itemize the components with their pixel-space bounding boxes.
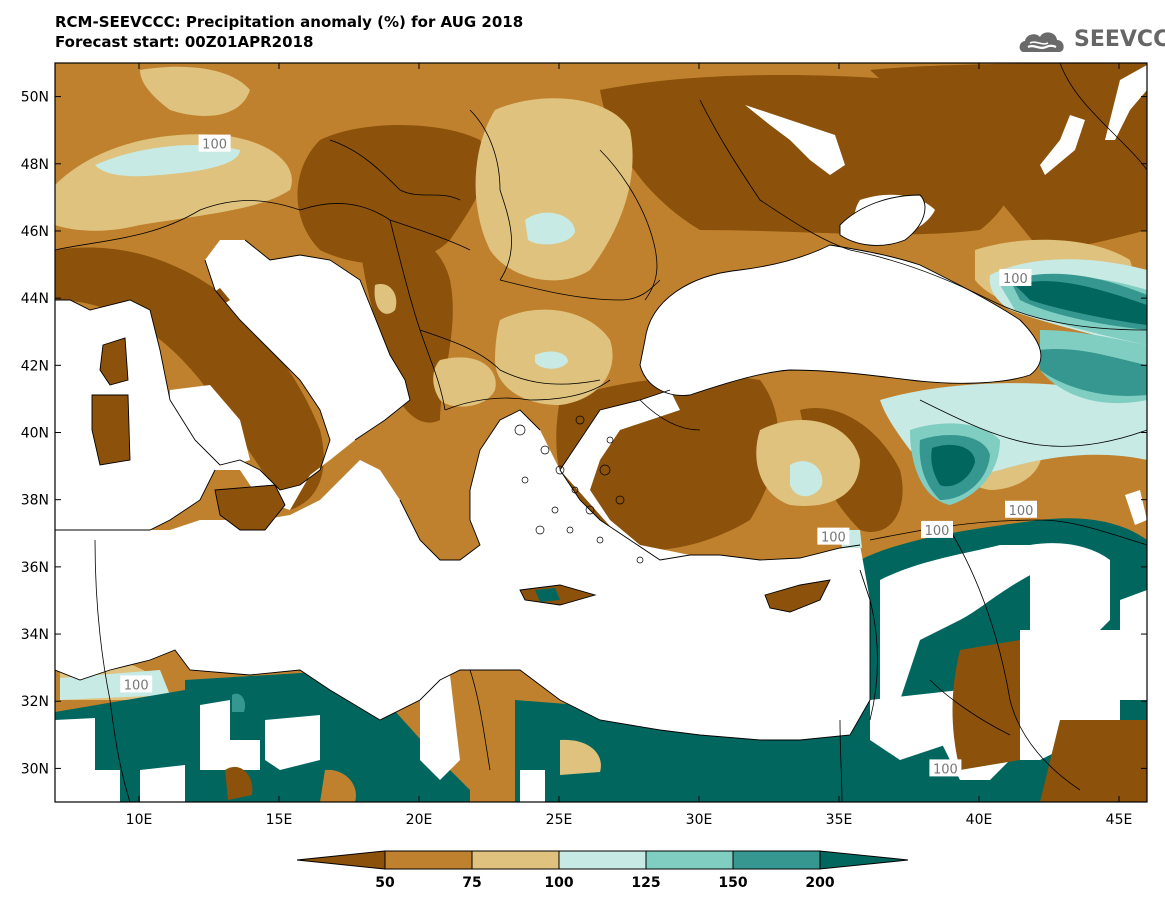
colorbar-level-label: 150	[718, 875, 747, 891]
colorbar-high-triangle	[819, 850, 909, 870]
lat-tick-label: 50N	[21, 90, 49, 106]
white-patches	[745, 65, 1147, 525]
country-borders	[55, 63, 1147, 802]
contour-label-bg	[817, 527, 850, 545]
contour-label: 100	[202, 138, 227, 153]
band-above-200	[931, 281, 1147, 487]
seevccc-logo	[1019, 32, 1064, 52]
contour-label: 100	[1009, 504, 1034, 519]
anomaly-field	[55, 63, 1147, 802]
contour-label: 100	[925, 524, 950, 539]
crete-teal	[535, 588, 560, 602]
lon-axis: 10E 15E 20E 25E 30E 35E 40E 45E	[126, 63, 1133, 828]
colorbar-box	[645, 850, 734, 870]
colorbar: 50 75 100 125 150 200	[296, 850, 909, 891]
coastlines	[55, 194, 1042, 741]
lat-tick-label: 36N	[21, 560, 49, 576]
lat-tick-label: 32N	[21, 694, 49, 710]
colorbar-box	[558, 850, 647, 870]
contour-label: 100	[933, 762, 958, 777]
lat-tick-label: 30N	[21, 761, 49, 777]
lat-tick-label: 34N	[21, 627, 49, 643]
contour-label: 100	[124, 678, 149, 693]
title-line-2: Forecast start: 00Z01APR2018	[55, 33, 314, 51]
contour-label: 100	[821, 531, 846, 546]
contour-label-bg	[921, 520, 953, 538]
contour-label-bg	[999, 268, 1032, 286]
aegean-islands	[514, 415, 644, 564]
lat-tick-label: 42N	[21, 358, 49, 374]
lat-tick-label: 40N	[21, 426, 49, 442]
contour-label-bg	[929, 759, 962, 777]
contour-label-bg	[1005, 500, 1037, 518]
lon-tick-label: 25E	[546, 812, 573, 828]
contour-label-bg	[198, 134, 231, 152]
lon-tick-label: 10E	[126, 812, 153, 828]
colorbar-box	[384, 850, 473, 870]
logo-text: SEEVCCC	[1074, 27, 1165, 52]
colorbar-level-label: 75	[462, 875, 481, 891]
lat-tick-label: 44N	[21, 291, 49, 307]
contour-labels: 100 100 100 100 100 100 100	[120, 134, 1037, 777]
map-title: RCM-SEEVCCC: Precipitation anomaly (%) f…	[55, 12, 523, 52]
title-line-1: RCM-SEEVCCC: Precipitation anomaly (%) f…	[55, 13, 524, 31]
lon-tick-label: 45E	[1106, 812, 1133, 828]
colorbar-level-label: 100	[544, 875, 573, 891]
lon-tick-label: 35E	[826, 812, 853, 828]
colorbar-level-label: 50	[375, 875, 395, 891]
colorbar-level-label: 200	[805, 875, 834, 891]
south-region	[55, 518, 1147, 802]
lat-tick-label: 48N	[21, 157, 49, 173]
colorbar-box	[471, 850, 560, 870]
contour-label-bg	[120, 675, 153, 693]
lon-tick-label: 20E	[406, 812, 433, 828]
cloud-logo-icon	[1019, 32, 1064, 52]
colorbar-low-triangle	[296, 850, 386, 870]
colorbar-level-label: 125	[631, 875, 660, 891]
lat-axis: 50N 48N 46N 44N 42N 40N 38N 36N 34N 32N 30N	[21, 90, 1147, 777]
sea-mask	[55, 194, 1041, 740]
lat-tick-label: 38N	[21, 493, 49, 509]
lon-tick-label: 15E	[266, 812, 293, 828]
lon-tick-label: 30E	[686, 812, 713, 828]
colorbar-box	[732, 850, 821, 870]
lat-tick-label: 46N	[21, 224, 49, 240]
contour-label: 100	[1003, 272, 1028, 287]
lon-tick-label: 40E	[966, 812, 993, 828]
